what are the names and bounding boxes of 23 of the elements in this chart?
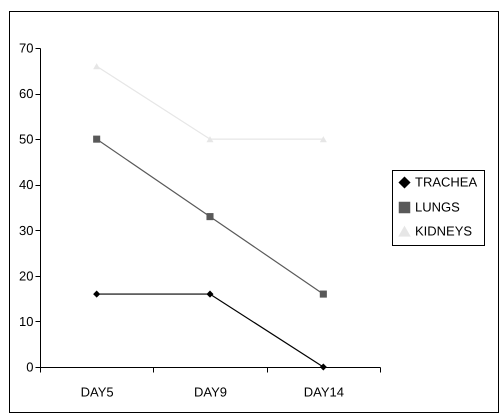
y-tick-label: 10 [19,314,34,329]
point [206,290,214,298]
y-tick-label: 0 [26,360,34,374]
point [93,290,100,298]
point [93,63,100,70]
point [320,136,327,142]
point [320,290,327,298]
y-tick-label: 50 [19,132,34,147]
y-tick-label: 20 [19,268,34,284]
point [206,136,214,142]
x-tick-label: DAY5 [80,384,114,400]
y-tick-label: 40 [19,177,34,192]
x-tick-label: DAY9 [194,384,227,400]
point [206,213,214,220]
y-tick-label: 70 [19,40,34,56]
point [320,363,327,371]
legend-label: KIDNEYS [415,224,472,238]
point [93,136,100,143]
x-tick-label: DAY14 [304,384,344,400]
y-tick-label: 60 [19,86,34,102]
y-tick-label: 30 [19,222,34,238]
legend-label: TRACHEA [415,174,478,190]
legend-label: LUNGS [415,200,460,214]
